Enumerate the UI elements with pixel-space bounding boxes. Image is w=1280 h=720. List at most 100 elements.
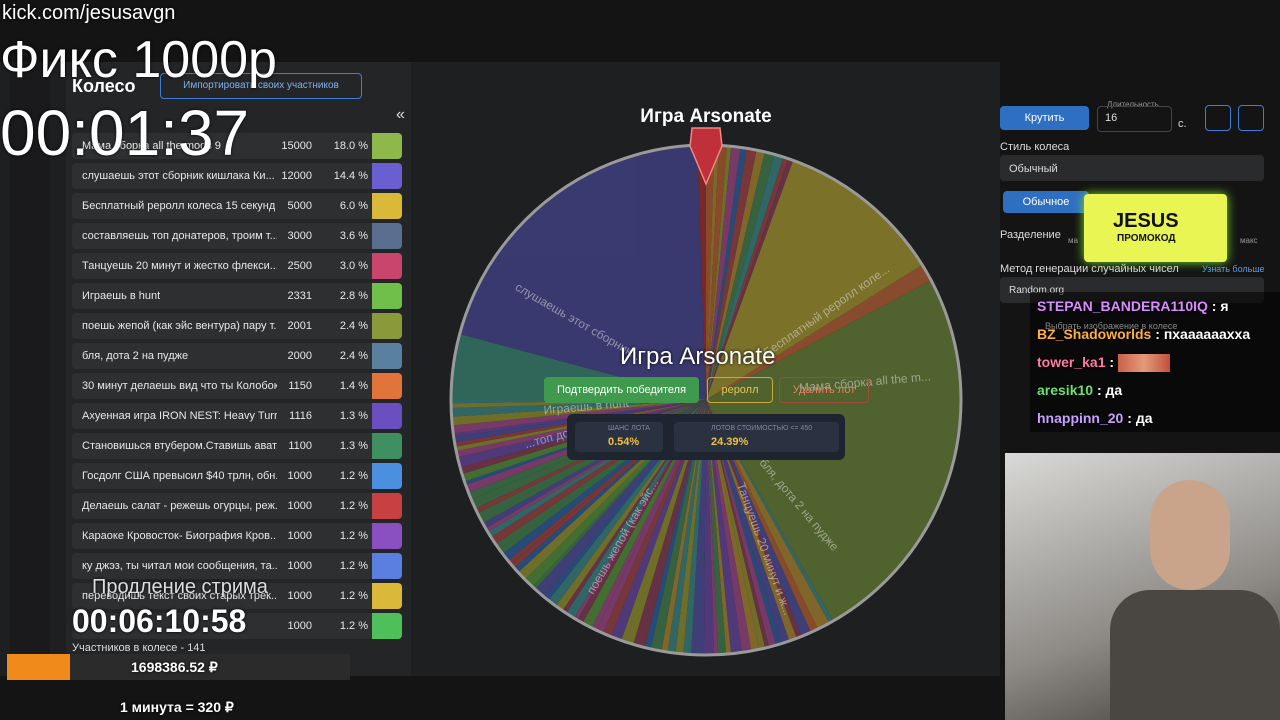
cheaper: 24.39% [711,436,749,448]
duration-input[interactable] [1097,106,1172,132]
overlay-timer: 00:01:37 [0,97,250,169]
lot-amount: 2001 [287,320,312,332]
chat-line: BZ_Shadoworlds : пхаааааахха [1037,326,1250,342]
lot-percent: 6.0 % [339,200,368,212]
wheel-slice [706,400,760,651]
rate: 1 минута = 320 ₽ [120,699,234,715]
webcam-face [1150,480,1230,590]
lot-amount: 5000 [287,200,312,212]
wheel-slice [706,157,789,400]
lot-color-tag [372,493,402,519]
lot-row: составляешь топ донатеров, троим т... 300… [72,223,402,249]
import-button[interactable]: Импортировать своих участников [160,73,362,99]
lot-name: бля, дота 2 на пудже [82,350,189,362]
style-label: Стиль колеса [1000,141,1070,153]
wheel-slice [706,400,719,655]
spin-button[interactable]: Крутить [1000,106,1089,130]
delete-button[interactable]: Удалить лот [779,377,869,403]
lot-name: поешь жепой (как эйс вентура) пару т... [82,320,277,332]
wheel-slice [451,400,706,417]
duration: 16 [1105,112,1118,124]
extend-label: Продление стрима [92,576,268,598]
wheel-slice [706,400,732,655]
min-label: ма [1068,236,1078,245]
wheel-slice [706,148,757,400]
mode-tab[interactable]: Обычное [1003,191,1089,213]
progress-fill [7,654,70,680]
panel-title: Колесо [72,76,136,96]
style-select[interactable] [1000,155,1264,181]
lot-percent: 1.2 % [339,620,368,632]
lot-color-tag [372,133,402,159]
wheel-slice [697,145,706,400]
chat-line: STEPAN_BANDERA110IQ : я [1037,298,1229,314]
chat-user: tower_ka1 [1037,354,1106,370]
wheel-slice [706,158,794,400]
wheel-slice [706,264,932,400]
wheel-slice [691,400,706,655]
confirm-button[interactable]: Подтвердить победителя [544,377,699,403]
lot-amount: 1000 [287,560,312,572]
lot-amount: 1116 [289,410,312,422]
wheel-slice [706,400,797,641]
music-button[interactable] [1238,105,1264,131]
cheaper-label: ЛОТОВ СТОИМОСТЬЮ <= 450 [711,425,813,432]
lot-name: Делаешь салат - режешь огурцы, реж... [82,500,277,512]
lot-amount: 1000 [287,620,312,632]
lot-color-tag [372,223,402,249]
lot-row: Становишься втубером.Ставишь ават... 1100… [72,433,402,459]
dice-button[interactable] [1205,105,1231,131]
promo-label: ПРОМОКОД [1117,233,1176,244]
lot-row: слушаешь этот сборник кишлака Ки... 12000… [72,163,402,189]
lot-name: переводишь текст своих старых трек... [82,590,277,602]
lot-name: Становишься втубером.Ставишь ават... [82,440,277,452]
lot-name: Караоке Кровосток- Биография Кров... [82,530,277,542]
lot-percent: 1.2 % [339,470,368,482]
promo-banner [1084,194,1227,262]
image-select[interactable]: Выбрать изображение в колесе [1045,321,1178,331]
extend-timer: 00:06:10:58 [72,603,247,639]
wheel-slice [451,400,706,426]
wheel-slice [683,400,706,655]
chat-line: tower_ka1 : [1037,354,1170,373]
winner-name: Игра Arsonate [620,343,776,370]
lot-name: составляешь топ донатеров, троим т... [82,230,277,242]
overlay-title: Фикс 1000р [0,31,277,89]
stat-card [674,422,839,452]
wheel-slice [644,400,706,649]
lot-color-tag [372,193,402,219]
lot-amount: 1000 [287,470,312,482]
lot-row: Караоке Кровосток- Биография Кров... 1000… [72,523,402,549]
lot-row: Играешь в hunt 2331 2.8 % [72,283,402,309]
icon-rail [10,62,50,676]
collapse[interactable]: « [396,106,405,123]
lot-color-tag [372,403,402,429]
stream-url: kick.com/jesusavgn [2,2,176,24]
lot-row: бля, дота 2 на пудже 2000 2.4 % [72,343,402,369]
lot-amount: 1000 [287,590,312,602]
rng: Random.org [1009,285,1065,296]
wheel-slice [706,400,781,646]
reroll-button[interactable]: реролл [707,377,773,403]
wheel-slice [706,145,720,400]
lot-percent: 2.8 % [339,290,368,302]
chat-line: hnappinn_20 : да [1037,410,1153,426]
lot-color-tag [372,613,402,639]
lot-percent: 1.3 % [339,440,368,452]
chat-user: hnappinn_20 [1037,410,1124,426]
chat-sep: : [1123,410,1136,426]
lot-color-tag [372,463,402,489]
wheel-slice [650,400,706,652]
lot-amount: 2500 [287,260,312,272]
learn-more[interactable]: Узнать больше [1202,264,1265,274]
lot-row: 1000 1.2 % [72,613,402,639]
wheel-slice [706,145,732,400]
wheel-slice [706,154,784,400]
stat-card [575,422,663,452]
lot-percent: 1.2 % [339,560,368,572]
lot-row: Ахуенная игра IRON NEST: Heavy Turre... 1… [72,403,402,429]
chat-user: aresik10 [1037,382,1094,398]
unit: с. [1178,118,1187,130]
